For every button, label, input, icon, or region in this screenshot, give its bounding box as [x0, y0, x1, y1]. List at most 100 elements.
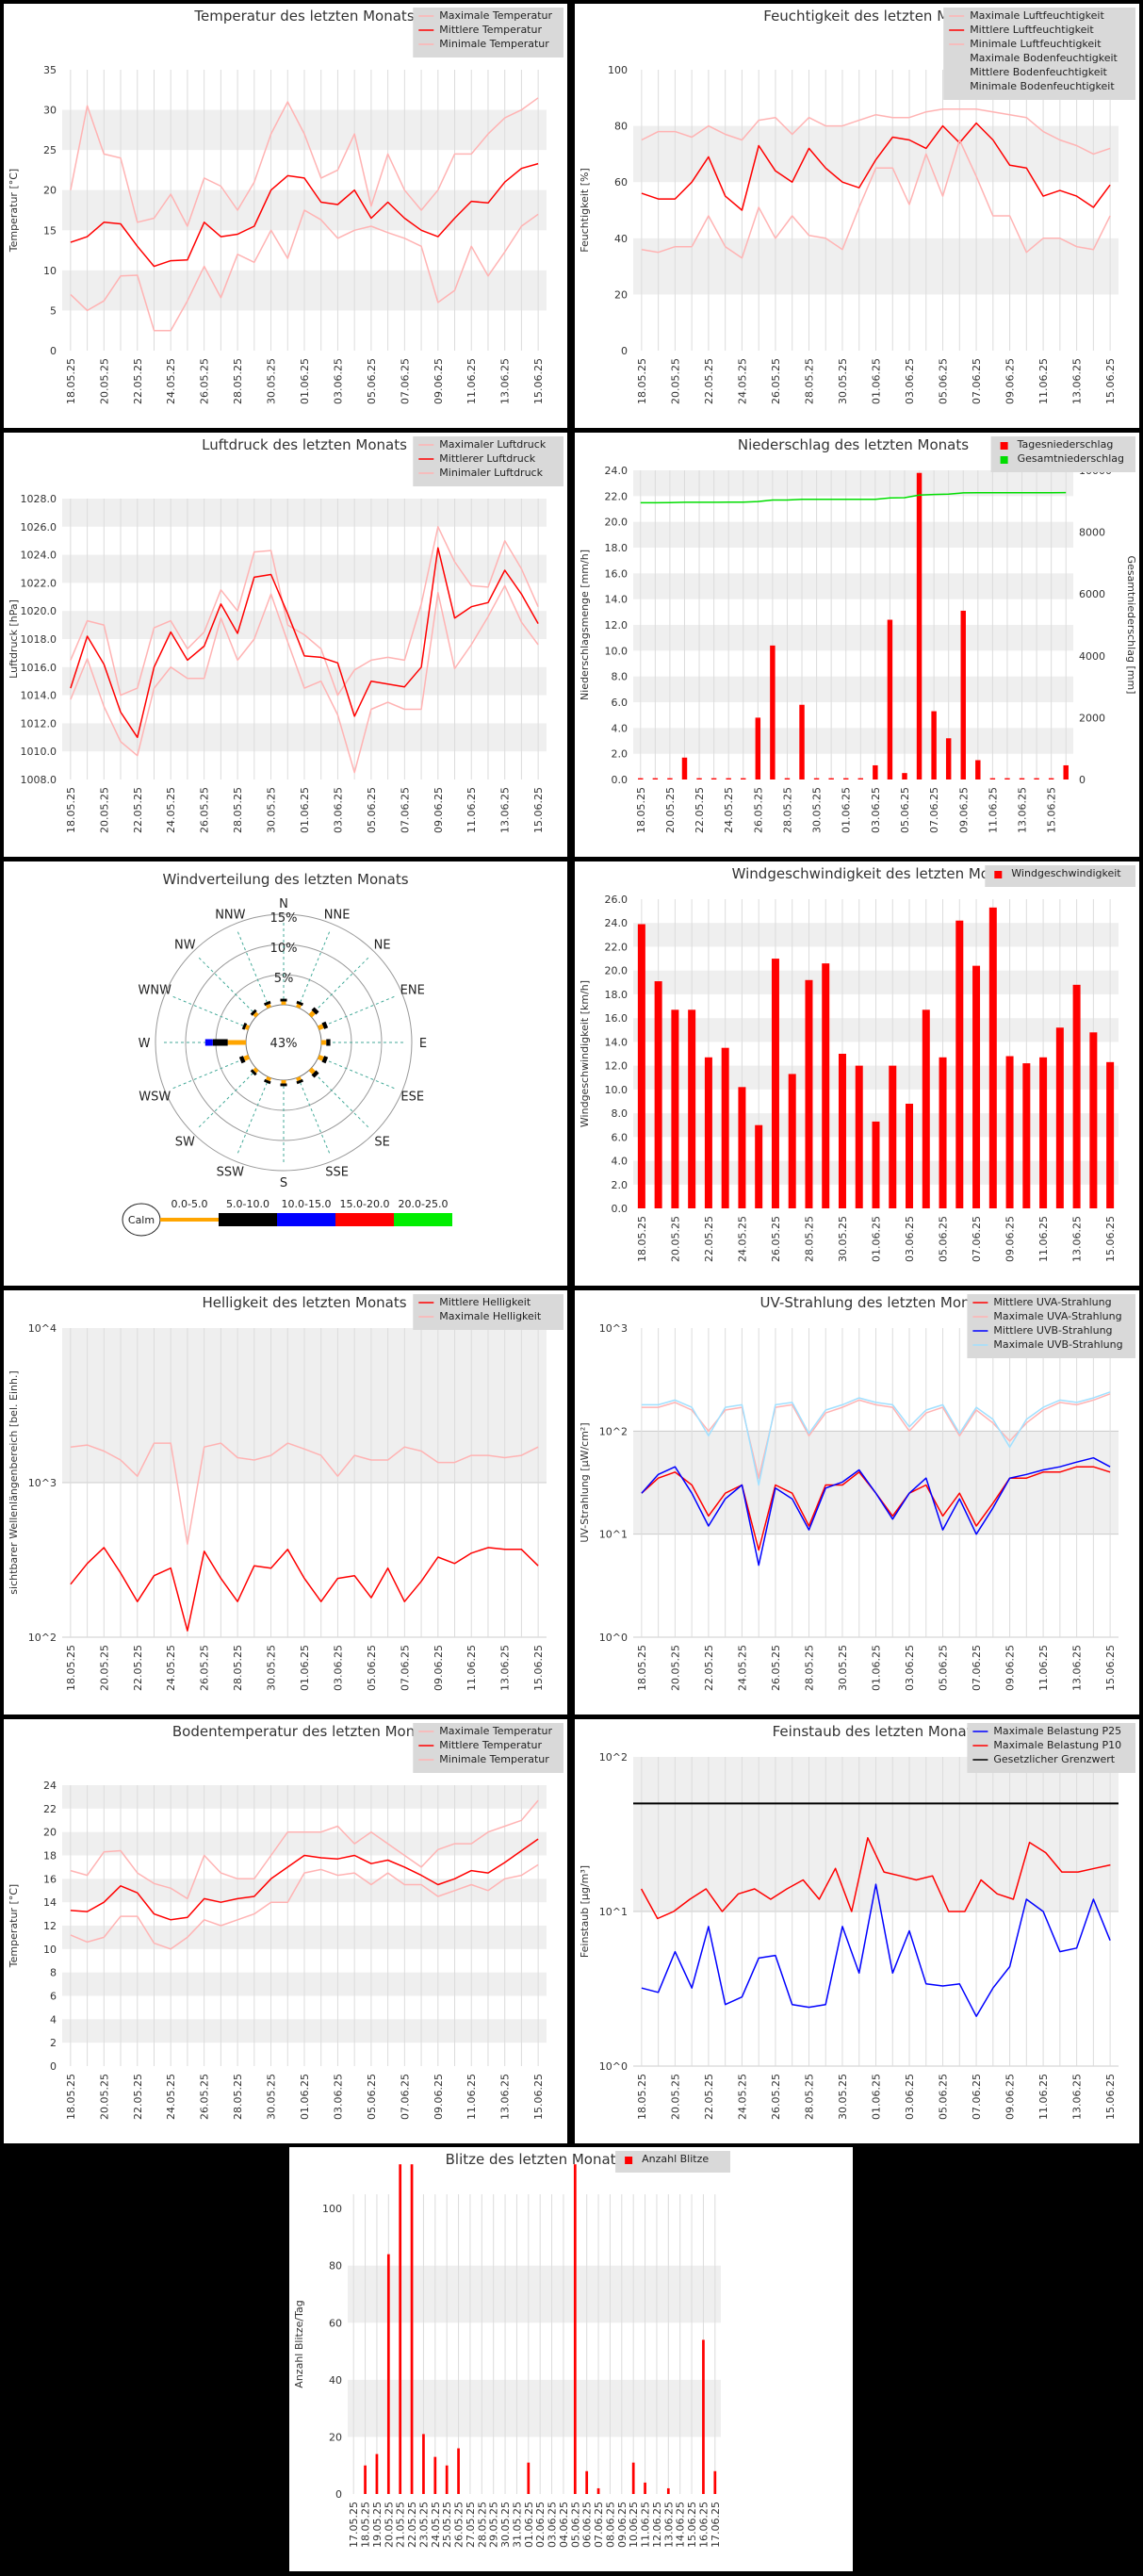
legend-item: Maximale Belastung P25: [993, 1725, 1121, 1737]
y-tick-label: 0.0: [612, 1203, 629, 1215]
x-tick-label: 30.05.25: [811, 787, 824, 833]
y-tick-label: 10^1: [599, 1529, 628, 1541]
chart-title: Blitze des letzten Monats: [446, 2151, 624, 2168]
x-tick-label: 17.05.25: [348, 2502, 360, 2548]
x-tick-label: 23.05.25: [417, 2502, 430, 2548]
legend-box: [413, 1294, 563, 1330]
x-tick-label: 22.05.25: [703, 1645, 715, 1691]
speed-class-bar: [394, 1213, 452, 1226]
x-tick-label: 26.05.25: [770, 2074, 782, 2120]
x-tick-label: 26.05.25: [453, 2502, 465, 2548]
legend-swatch: [1000, 456, 1008, 464]
y-axis-label: sichtbarer Wellenlängenbereich [bel. Ein…: [8, 1370, 20, 1594]
grid-band: [633, 573, 1073, 599]
y-tick-label: 16: [43, 1873, 57, 1885]
series-line: [641, 139, 1111, 259]
y-tick-label: 14: [43, 1896, 57, 1909]
x-tick-label: 07.06.25: [399, 787, 411, 833]
y-tick-label: 14.0: [605, 594, 629, 606]
legend-box: [943, 8, 1135, 100]
bar: [738, 1087, 746, 1208]
bar: [585, 2470, 589, 2494]
bar: [945, 738, 952, 779]
petal: [241, 1023, 248, 1030]
x-tick-label: 30.05.25: [499, 2502, 512, 2548]
x-tick-label: 03.06.25: [904, 358, 916, 404]
x-tick-label: 01.06.25: [871, 1216, 883, 1262]
grid-band: [633, 728, 1073, 754]
x-tick-label: 03.06.25: [904, 2074, 916, 2120]
x-tick-label: 18.05.25: [65, 1645, 77, 1691]
y-tick-label: 0.0: [612, 774, 629, 786]
x-tick-label: 07.06.25: [399, 2074, 411, 2120]
x-tick-label: 22.05.25: [694, 787, 706, 833]
x-tick-label: 28.05.25: [803, 1645, 815, 1691]
x-tick-label: 05.06.25: [938, 1216, 950, 1262]
series-line: [641, 122, 1111, 211]
x-tick-label: 13.06.25: [1071, 358, 1084, 404]
x-tick-label: 11.06.25: [640, 2502, 652, 2548]
bar: [931, 711, 937, 779]
y-axis-label: Windgeschwindigkeit [km/h]: [579, 980, 591, 1127]
y-tick-label: 10.0: [605, 1084, 629, 1096]
x-tick-label: 10.06.25: [628, 2502, 640, 2548]
series-line: [70, 526, 539, 697]
bar: [889, 1065, 897, 1208]
bar: [805, 979, 813, 1208]
y-tick-label: 2: [50, 2037, 57, 2049]
x-tick-label: 18.05.25: [636, 2074, 648, 2120]
x-tick-label: 21.05.25: [395, 2502, 407, 2548]
y-tick-label: 1012.0: [21, 717, 57, 730]
bar: [654, 981, 662, 1208]
x-tick-label: 09.06.25: [957, 787, 970, 833]
x-tick-label: 20.05.25: [669, 358, 681, 404]
legend-item: Minimaler Luftdruck: [439, 467, 543, 479]
bar: [596, 2487, 600, 2494]
y-tick-label: 12.0: [605, 1060, 629, 1073]
legend-swatch: [625, 2157, 633, 2164]
x-tick-label: 03.06.25: [332, 1645, 344, 1691]
x-tick-label: 01.06.25: [299, 1645, 311, 1691]
x-tick-label: 18.05.25: [360, 2502, 372, 2548]
legend-swatch: [1000, 442, 1008, 450]
y-axis-label: Temperatur [°C]: [8, 169, 20, 253]
x-tick-label: 13.06.25: [499, 787, 512, 833]
x-tick-label: 26.05.25: [770, 1216, 782, 1262]
bar: [771, 959, 779, 1208]
x-tick-label: 13.06.25: [1071, 1645, 1084, 1691]
y-axis-label: Anzahl Blitze/Tag: [293, 2300, 305, 2387]
y-tick-label: 80: [614, 121, 628, 133]
y-tick-label: 4.0: [612, 1156, 629, 1168]
bar: [713, 2470, 717, 2494]
x-tick-label: 18.05.25: [65, 2074, 77, 2120]
direction-label: WNW: [139, 983, 172, 997]
series-line: [641, 1883, 1111, 2017]
y-tick-label: 1020.0: [21, 605, 57, 617]
legend-item: Mittlerer Luftdruck: [439, 452, 535, 465]
bar: [688, 1009, 696, 1208]
x-tick-label: 24.05.25: [736, 358, 748, 404]
series-line: [70, 547, 539, 739]
y-tick-label: 1028.0: [21, 493, 57, 505]
y2-axis-label: Gesamtniederschlag [mm]: [1125, 556, 1137, 695]
x-tick-label: 24.05.25: [736, 2074, 748, 2120]
x-tick-label: 30.05.25: [837, 1216, 849, 1262]
uv-chart: UV-Strahlung des letzten Monats 10^0 10^1 1…: [575, 1290, 1139, 1715]
grid-band: [348, 2379, 721, 2437]
direction-ray: [318, 994, 398, 1029]
bar: [916, 472, 923, 779]
petal: [253, 1011, 259, 1018]
direction-label: SSW: [217, 1166, 245, 1180]
x-tick-label: 24.05.25: [723, 787, 735, 833]
series-line: [641, 1456, 1111, 1567]
x-tick-label: 26.05.25: [199, 358, 211, 404]
x-tick-label: 14.06.25: [675, 2502, 687, 2548]
petal: [250, 1069, 257, 1076]
x-tick-label: 11.06.25: [465, 2074, 478, 2120]
ring-label: 10%: [270, 942, 298, 956]
x-tick-label: 15.06.25: [532, 1645, 545, 1691]
grid-band: [633, 470, 1073, 497]
x-tick-label: 28.05.25: [803, 2074, 815, 2120]
bar: [922, 1009, 930, 1208]
speed-class-label: 20.0-25.0: [399, 1198, 449, 1210]
